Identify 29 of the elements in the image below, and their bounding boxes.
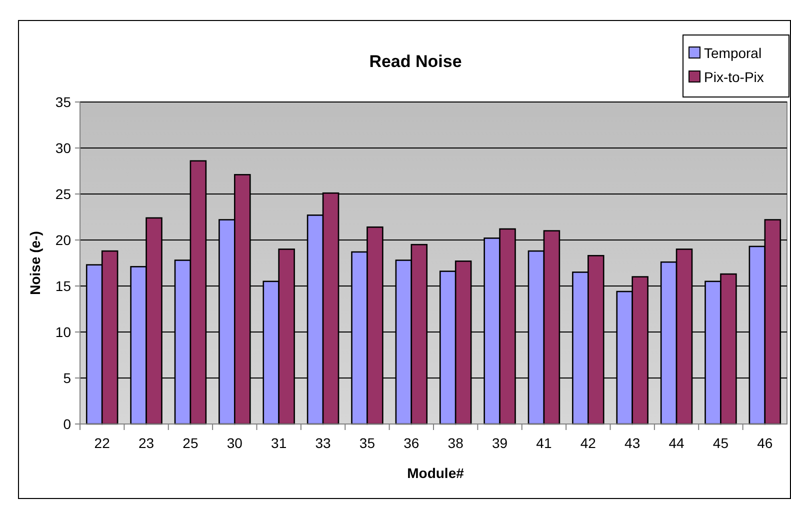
x-tick-label: 23 bbox=[138, 435, 154, 451]
chart-title: Read Noise bbox=[369, 52, 462, 71]
x-tick-label: 33 bbox=[315, 435, 332, 451]
y-tick-label: 0 bbox=[63, 416, 72, 432]
x-tick-label: 41 bbox=[536, 435, 552, 451]
x-tick-label: 31 bbox=[271, 435, 287, 451]
x-tick-label: 39 bbox=[492, 435, 508, 451]
x-tick-label: 35 bbox=[359, 435, 376, 451]
y-tick-label: 25 bbox=[55, 186, 72, 202]
legend-label: Pix-to-Pix bbox=[704, 68, 764, 85]
x-tick-label: 36 bbox=[404, 435, 420, 451]
y-tick-label: 10 bbox=[55, 324, 72, 340]
x-tick-label: 43 bbox=[624, 435, 640, 451]
x-tick-label: 46 bbox=[757, 435, 773, 451]
x-tick-label: 38 bbox=[448, 435, 464, 451]
x-tick-label: 30 bbox=[226, 435, 243, 451]
x-tick-label: 45 bbox=[712, 435, 729, 451]
x-axis-title: Module# bbox=[407, 465, 464, 481]
y-tick-label: 35 bbox=[55, 94, 72, 110]
y-tick-label: 5 bbox=[63, 370, 72, 386]
y-tick-label: 30 bbox=[55, 140, 72, 156]
y-tick-label: 15 bbox=[55, 278, 72, 294]
x-tick-label: 25 bbox=[182, 435, 198, 451]
legend-label: Temporal bbox=[704, 44, 762, 61]
x-tick-label: 44 bbox=[668, 435, 685, 451]
y-axis-title: Noise (e-) bbox=[27, 231, 43, 295]
y-tick-label: 20 bbox=[55, 232, 72, 248]
x-tick-label: 42 bbox=[580, 435, 596, 451]
x-tick-label: 22 bbox=[94, 435, 110, 451]
